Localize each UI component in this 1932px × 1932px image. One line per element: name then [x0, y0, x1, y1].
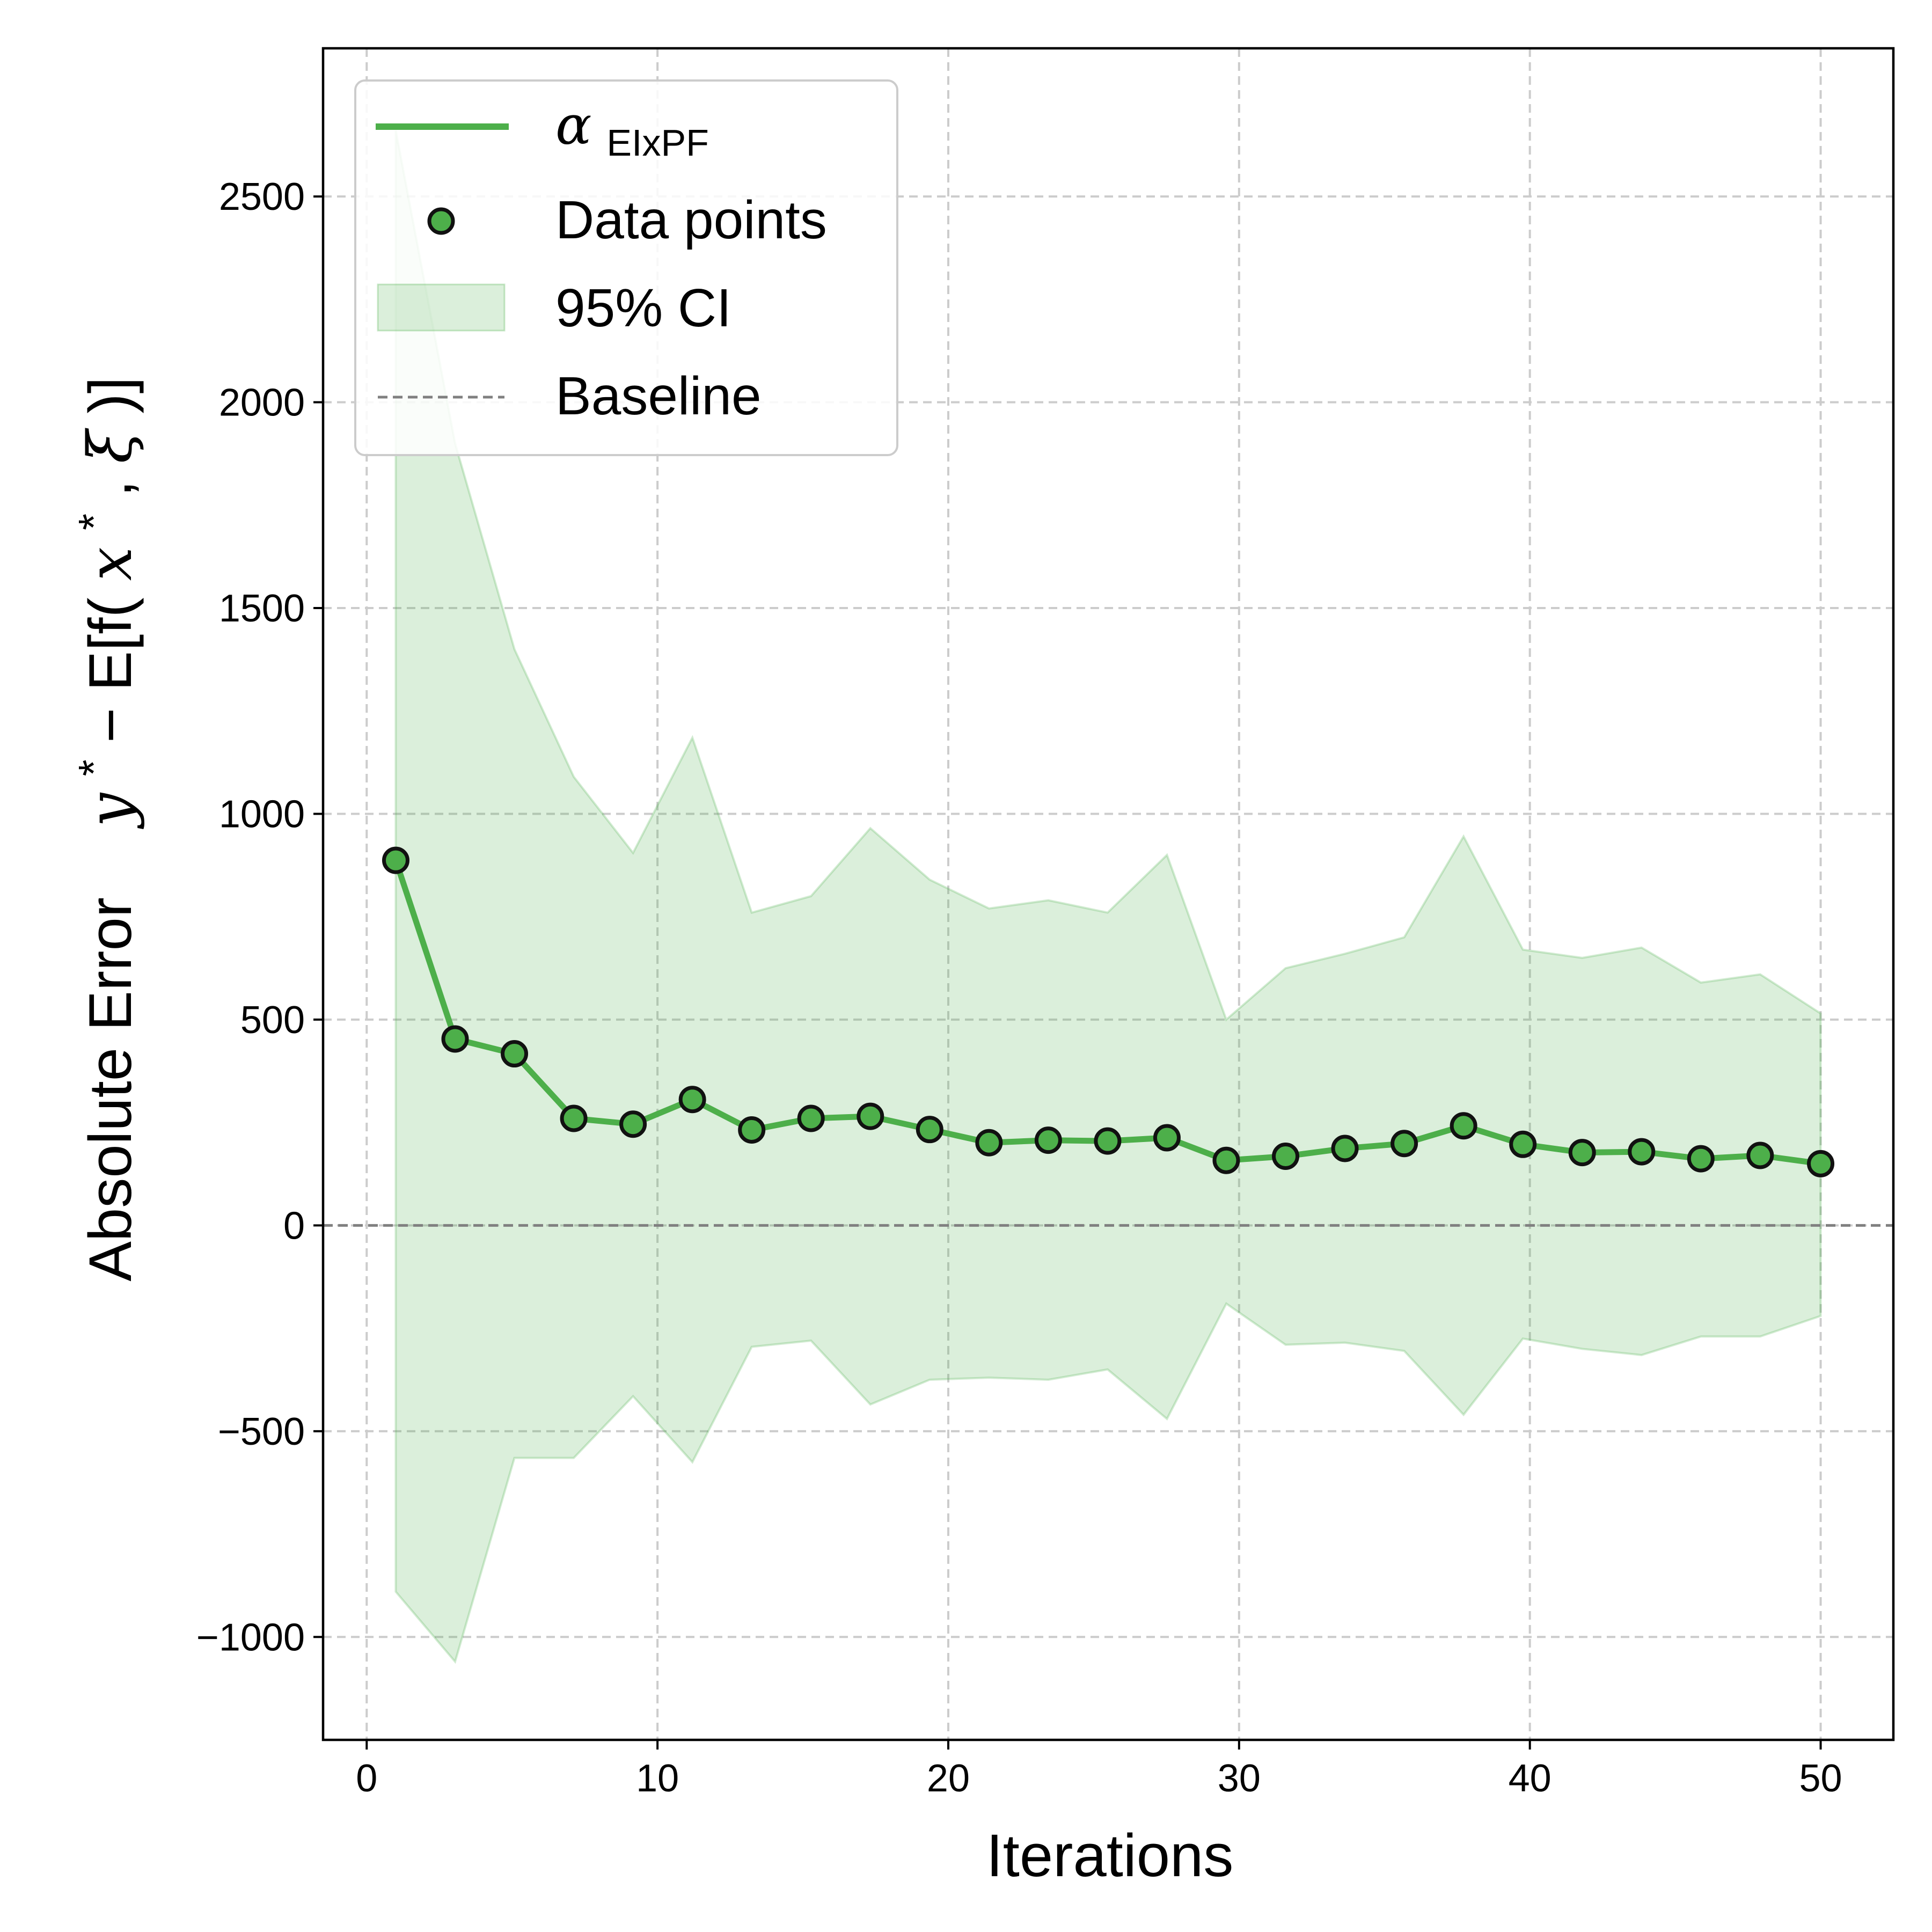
data-point [916, 1116, 943, 1144]
data-point [1687, 1145, 1715, 1173]
data-point [382, 846, 409, 874]
x-tick-label: 40 [1509, 1757, 1552, 1800]
data-point [1568, 1139, 1596, 1167]
x-tick-label: 0 [356, 1757, 377, 1800]
y-label-close: )] [77, 377, 144, 413]
data-point [797, 1104, 825, 1132]
x-tick-label: 30 [1218, 1757, 1261, 1800]
data-point [441, 1025, 469, 1053]
y-tick-label: 1000 [219, 793, 305, 836]
y-tick-label: −500 [218, 1410, 305, 1453]
y-tick-label: 1500 [219, 587, 305, 630]
legend-series-base: α [555, 94, 592, 157]
x-tick-label: 10 [636, 1757, 679, 1800]
y-label-y: y [76, 792, 145, 830]
y-tick-label: 2500 [219, 175, 305, 218]
data-point [857, 1102, 884, 1130]
x-tick-label: 50 [1799, 1757, 1842, 1800]
legend-points-label: Data points [555, 190, 827, 250]
y-tick-label: 500 [240, 999, 305, 1042]
data-point [1272, 1143, 1300, 1170]
y-tick-label: −1000 [196, 1616, 305, 1659]
x-axis-ticks: 0 10 20 30 40 50 [356, 1740, 1842, 1800]
legend-baseline-label: Baseline [555, 366, 762, 426]
y-label-expr: − E[f( [77, 597, 144, 743]
confidence-band-layer [394, 130, 1822, 1664]
data-point [1391, 1130, 1418, 1158]
data-point [738, 1116, 766, 1144]
data-point [560, 1104, 588, 1132]
y-tick-label: 0 [283, 1204, 305, 1247]
data-point [1094, 1127, 1122, 1155]
y-tick-label: 2000 [219, 382, 305, 425]
ci-band [394, 130, 1822, 1664]
data-point [1331, 1135, 1359, 1162]
y-axis-label: Absolute Error y * − E[f( x * , ξ )] [54, 377, 145, 1282]
legend-point-swatch [427, 207, 455, 235]
data-point [1509, 1130, 1537, 1158]
legend-series-sub: EIxPF [606, 122, 709, 164]
legend: α EIxPF Data points 95% CI Baseline [354, 79, 898, 456]
y-label-prefix: Absolute Error [77, 897, 144, 1282]
y-label-xi: ξ [76, 427, 145, 463]
axes-frame [321, 47, 1895, 1741]
data-point [678, 1086, 706, 1114]
legend-series-label: α EIxPF [555, 94, 709, 164]
legend-ci-label: 95% CI [555, 278, 731, 338]
data-point [619, 1110, 647, 1138]
data-point [1628, 1138, 1656, 1166]
y-label-x: x [76, 547, 145, 581]
y-label-star2: * [70, 514, 118, 530]
data-point [1034, 1126, 1062, 1154]
data-point [1746, 1141, 1774, 1169]
y-label-comma: , [77, 463, 144, 496]
data-point [501, 1040, 529, 1068]
y-label-star: * [70, 759, 118, 776]
legend-frame [354, 79, 898, 456]
data-point [1807, 1150, 1835, 1177]
data-point [1450, 1112, 1477, 1140]
data-point [1212, 1146, 1240, 1174]
x-tick-label: 20 [927, 1757, 970, 1800]
y-axis-ticks: −1000 −500 0 500 1000 1500 2000 2500 [196, 175, 323, 1659]
legend-ci-swatch [377, 283, 506, 332]
x-axis-label: Iterations [986, 1822, 1234, 1889]
data-point [975, 1129, 1003, 1157]
data-point [1153, 1124, 1181, 1152]
data-points-layer [382, 846, 1835, 1177]
